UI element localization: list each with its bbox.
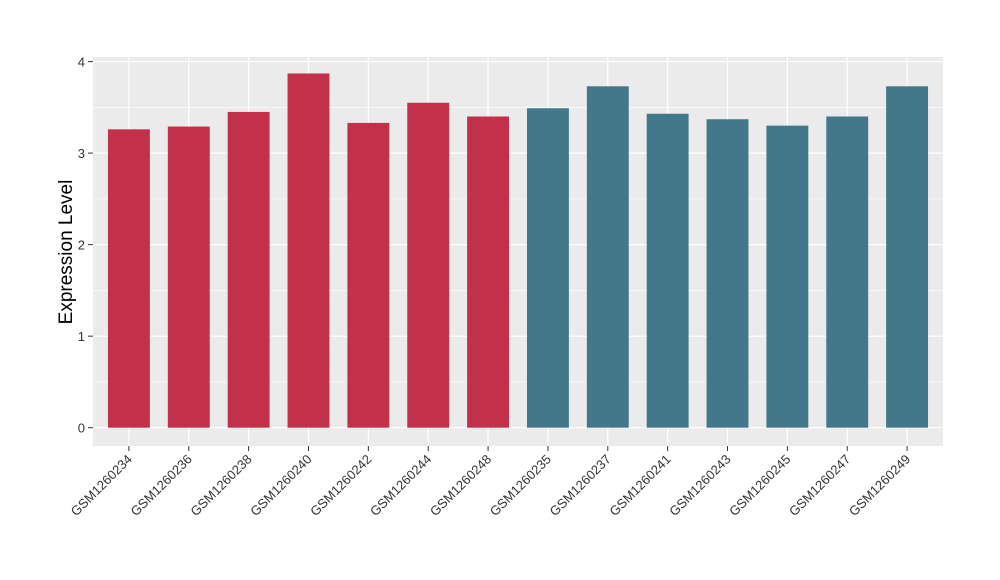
bar bbox=[766, 125, 809, 428]
x-tick-label: GSM1260234 bbox=[68, 452, 135, 519]
y-axis-title: Expression Level bbox=[56, 180, 77, 325]
bar bbox=[167, 126, 210, 428]
x-tick-label: GSM1260235 bbox=[487, 452, 554, 519]
y-tick-label: 4 bbox=[78, 55, 85, 70]
bar bbox=[586, 86, 629, 428]
y-tick-label: 0 bbox=[78, 421, 85, 436]
bar bbox=[347, 122, 390, 428]
x-tick-label: GSM1260241 bbox=[606, 452, 673, 519]
x-tick-label: GSM1260249 bbox=[846, 452, 913, 519]
bar bbox=[886, 86, 929, 428]
bar bbox=[227, 111, 270, 428]
y-tick-label: 1 bbox=[78, 329, 85, 344]
bar bbox=[706, 119, 749, 428]
bar bbox=[467, 116, 510, 428]
y-tick-label: 3 bbox=[78, 146, 85, 161]
x-tick-label: GSM1260238 bbox=[187, 452, 254, 519]
bar bbox=[526, 108, 569, 428]
bar bbox=[646, 113, 689, 428]
x-tick-label: GSM1260247 bbox=[786, 452, 853, 519]
x-tick-label: GSM1260248 bbox=[427, 452, 494, 519]
bar bbox=[287, 73, 330, 428]
x-tick-label: GSM1260244 bbox=[367, 452, 434, 519]
x-tick-label: GSM1260237 bbox=[547, 452, 614, 519]
x-tick-label: GSM1260243 bbox=[666, 452, 733, 519]
y-tick-label: 2 bbox=[78, 238, 85, 253]
x-tick-label: GSM1260242 bbox=[307, 452, 374, 519]
bar bbox=[107, 129, 150, 428]
plot-panel bbox=[93, 57, 943, 446]
x-tick-label: GSM1260245 bbox=[726, 452, 793, 519]
bar bbox=[826, 116, 869, 428]
x-tick-label: GSM1260236 bbox=[128, 452, 195, 519]
bar bbox=[407, 102, 450, 428]
x-tick-label: GSM1260240 bbox=[247, 452, 314, 519]
